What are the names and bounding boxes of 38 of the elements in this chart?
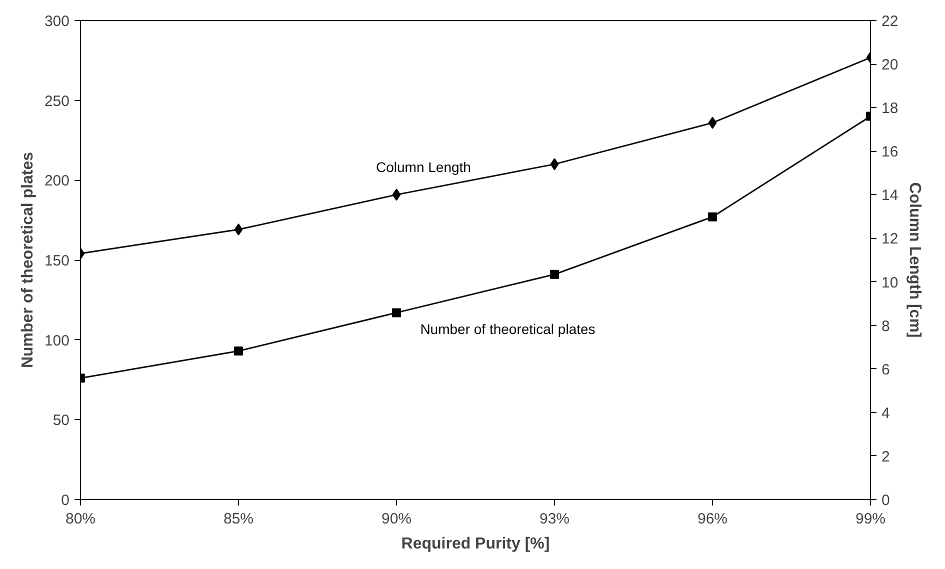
y2-axis-title: Column Length [cm]: [906, 182, 924, 338]
point: [550, 158, 559, 170]
y2-tick-label: 10: [882, 274, 898, 292]
series-label: Number of theoretical plates: [420, 320, 596, 337]
x-tick-label: 90%: [381, 510, 412, 528]
y-tick-label: 300: [44, 13, 70, 30]
x-axis-title: Required Purity [%]: [401, 536, 550, 552]
point: [708, 212, 717, 222]
y-tick-label: 100: [44, 332, 70, 350]
y-tick-label: 150: [44, 252, 70, 270]
point: [708, 116, 717, 129]
x-tick-label: 99%: [855, 510, 886, 528]
point: [550, 270, 559, 279]
y2-tick-label: 16: [882, 144, 898, 161]
y-axis-title: Number of theoretical plates: [19, 152, 36, 368]
y-tick-label: 250: [44, 92, 70, 110]
point: [392, 308, 401, 318]
y-tick-label: 50: [52, 412, 70, 430]
point: [234, 224, 243, 236]
x-tick-label: 85%: [223, 510, 254, 528]
x-tick-label: 93%: [539, 510, 570, 528]
y2-tick-label: 12: [882, 230, 898, 248]
x-tick-label: 96%: [697, 510, 728, 528]
y2-tick-label: 2: [882, 448, 890, 466]
y2-tick-label: 0: [882, 492, 890, 509]
series-label: Column Length: [376, 159, 471, 176]
y2-tick-label: 18: [882, 100, 898, 118]
point: [234, 346, 243, 356]
y2-tick-label: 22: [882, 13, 898, 30]
y2-tick-label: 4: [882, 404, 890, 422]
y2-tick-label: 14: [882, 187, 898, 204]
x-tick-label: 80%: [65, 510, 96, 528]
y-tick-label: 200: [44, 172, 70, 190]
y2-tick-label: 6: [882, 361, 890, 378]
y-tick-label: 0: [61, 492, 70, 509]
y2-tick-label: 20: [882, 56, 898, 74]
point: [392, 188, 401, 201]
y2-tick-label: 8: [882, 318, 890, 335]
